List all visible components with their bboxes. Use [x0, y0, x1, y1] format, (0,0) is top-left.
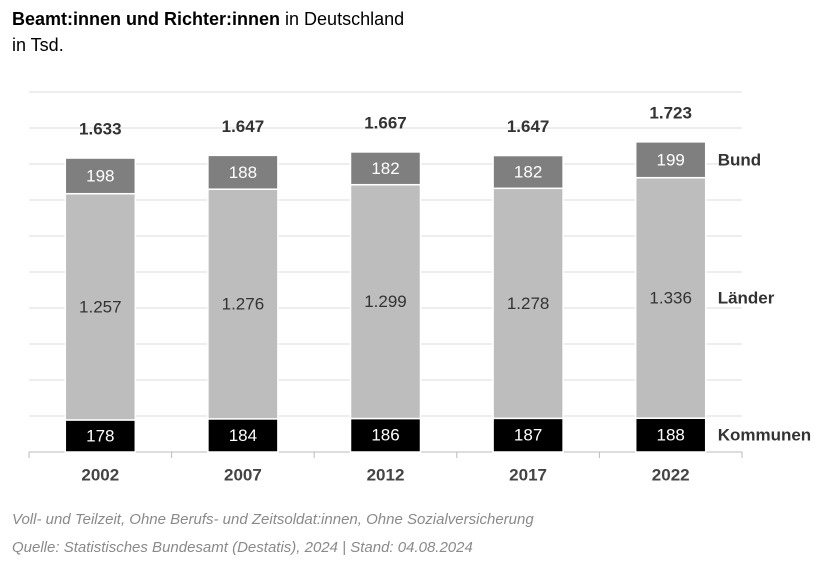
- series-label: Länder: [718, 288, 775, 307]
- value-label: 188: [657, 426, 685, 445]
- bar-segment: [64, 192, 137, 421]
- value-label: 188: [229, 163, 257, 182]
- value-label: 199: [657, 150, 685, 169]
- bar-segment: [634, 176, 707, 419]
- bar-segment: [492, 154, 564, 190]
- bar-segment: [492, 417, 564, 453]
- bar-segment: [634, 141, 707, 179]
- value-label: 1.278: [507, 294, 550, 313]
- title-bold: Beamt:innen und Richter:innen: [12, 9, 280, 29]
- total-label: 1.633: [79, 120, 122, 139]
- value-label: 187: [514, 426, 542, 445]
- x-tick-label: 2012: [367, 465, 405, 484]
- bar-segment: [64, 157, 137, 195]
- total-label: 1.647: [222, 117, 265, 136]
- note: Voll- und Teilzeit, Ohne Berufs- und Zei…: [12, 511, 534, 528]
- value-label: 182: [371, 159, 399, 178]
- series-label: Kommunen: [718, 426, 812, 445]
- value-label: 1.299: [364, 292, 407, 311]
- chart-title: Beamt:innen und Richter:innen in Deutsch…: [12, 9, 404, 29]
- bar-segment: [349, 151, 422, 186]
- bar-segment: [634, 417, 707, 453]
- total-label: 1.667: [364, 113, 407, 132]
- bar-segment: [64, 419, 137, 453]
- subtitle: in Tsd.: [12, 35, 64, 55]
- value-label: 182: [514, 162, 542, 181]
- value-label: 184: [229, 426, 257, 445]
- bar-segment: [207, 418, 279, 453]
- x-tick-label: 2007: [224, 465, 262, 484]
- x-tick-label: 2017: [509, 465, 547, 484]
- x-tick-label: 2002: [81, 465, 119, 484]
- total-label: 1.723: [649, 103, 692, 122]
- value-label: 186: [371, 426, 399, 445]
- value-label: 178: [86, 426, 114, 445]
- total-label: 1.647: [507, 117, 550, 136]
- value-label: 1.336: [649, 288, 692, 307]
- bar-segment: [207, 154, 279, 190]
- bar-segment: [349, 183, 422, 420]
- note: Quelle: Statistisches Bundesamt (Destati…: [12, 539, 473, 556]
- value-label: 198: [86, 166, 114, 185]
- title-rest: in Deutschland: [285, 9, 404, 29]
- bar-segment: [207, 188, 279, 420]
- value-label: 1.276: [222, 295, 265, 314]
- value-label: 1.257: [79, 297, 122, 316]
- series-label: Bund: [718, 150, 761, 169]
- x-tick-label: 2022: [652, 465, 690, 484]
